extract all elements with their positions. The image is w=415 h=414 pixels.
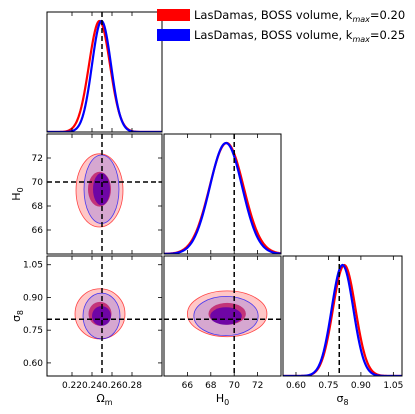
legend-swatch-blue — [157, 29, 190, 41]
x-tick-label-h0: 66 — [182, 381, 194, 391]
x-tick-label-om: 0.22 — [62, 381, 82, 391]
legend-label-blue: LasDamas, BOSS volume, kmax=0.25 — [194, 28, 405, 44]
panel-frame-1-1 — [163, 133, 282, 255]
x-tick-label-s8: 1.05 — [383, 381, 403, 391]
legend: LasDamas, BOSS volume, kmax=0.20 LasDamas… — [157, 8, 405, 44]
marginal-curve-red-h0 — [164, 141, 281, 254]
x-tick-label-om: 0.24 — [82, 381, 102, 391]
y-axis-title-h0: H0 — [10, 187, 25, 200]
panel-frame-0-0 — [46, 11, 163, 133]
legend-label-red: LasDamas, BOSS volume, kmax=0.20 — [194, 8, 405, 24]
panel-frame-2-1 — [163, 255, 282, 377]
panel-frame-1-0 — [46, 133, 163, 255]
contour-inner-blue-om-h0 — [93, 173, 110, 206]
legend-swatch-red — [157, 9, 190, 21]
marginal-curve-red-s8 — [283, 263, 402, 376]
x-tick-label-h0: 72 — [252, 381, 263, 391]
y-axis-title-s8: σ8 — [10, 310, 25, 322]
x-axis-title-om: Ωm — [96, 392, 112, 407]
panel-om-h0 — [47, 134, 162, 254]
panel-marginal-s8 — [283, 256, 402, 376]
x-tick-label-h0: 68 — [205, 381, 217, 391]
contour-inner-blue-h0-s8 — [210, 307, 242, 325]
panel-om-s8 — [47, 256, 162, 376]
panel-marginal-h0 — [164, 134, 281, 254]
x-tick-label-om: 0.26 — [102, 381, 122, 391]
y-tick-label-h0: 70 — [32, 178, 44, 188]
x-tick-label-om: 0.28 — [122, 381, 142, 391]
y-tick-label-s8: 0.75 — [23, 326, 43, 336]
x-tick-label-s8: 0.90 — [351, 381, 371, 391]
marginal-curve-blue-h0 — [164, 141, 281, 254]
marginal-curve-red-om — [47, 19, 162, 132]
y-tick-label-h0: 66 — [32, 226, 44, 236]
y-tick-label-s8: 0.90 — [23, 293, 43, 303]
y-tick-label-h0: 72 — [32, 154, 43, 164]
marginal-curve-blue-s8 — [283, 263, 402, 376]
x-tick-label-h0: 70 — [228, 381, 240, 391]
y-tick-label-s8: 1.05 — [23, 261, 43, 271]
y-tick-label-h0: 68 — [32, 202, 44, 212]
x-tick-label-s8: 0.75 — [318, 381, 338, 391]
x-tick-label-s8: 0.60 — [286, 381, 306, 391]
panels-layer: 66 68 70 72 0.22 0.24 0.26 0.28 0.60 0.75 0.90 1.05… — [10, 11, 403, 407]
y-tick-label-s8: 0.60 — [23, 359, 43, 369]
panel-h0-s8 — [164, 256, 281, 376]
panel-frame-2-0 — [46, 255, 163, 377]
x-axis-title-s8: σ8 — [336, 392, 348, 407]
panel-frame-2-2 — [282, 255, 403, 377]
x-axis-title-h0: H0 — [216, 392, 229, 407]
panel-marginal-om — [47, 12, 162, 132]
